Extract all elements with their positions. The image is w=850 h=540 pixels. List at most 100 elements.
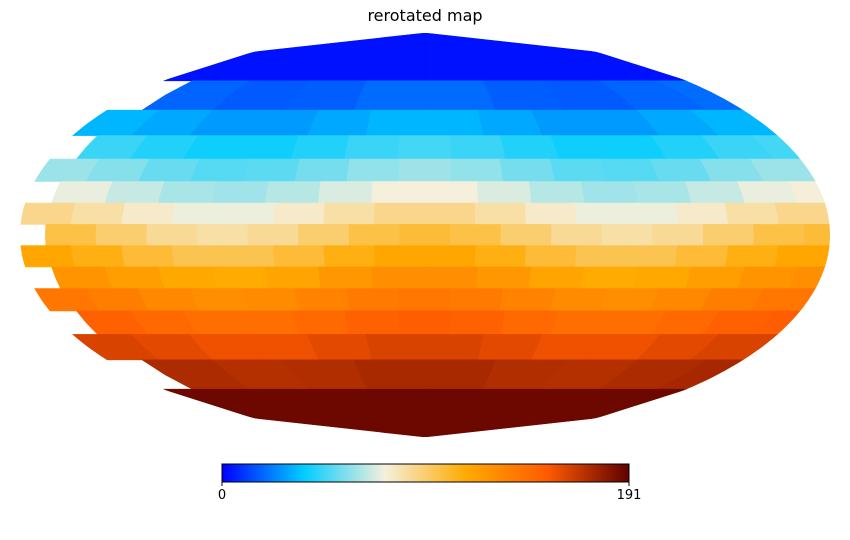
map-pixel: [399, 224, 451, 246]
map-pixel: [424, 266, 479, 289]
map-pixel: [344, 135, 401, 160]
map-pixel: [500, 224, 552, 246]
map-pixel: [163, 388, 426, 437]
map-pixel: [449, 135, 506, 160]
map-pixel: [348, 224, 401, 246]
map-pixel: [499, 158, 556, 182]
map-pixel: [51, 266, 114, 289]
map-pixel: [524, 202, 578, 225]
map-pixel: [424, 181, 479, 204]
map-pixel: [580, 181, 639, 204]
map-pixel: [624, 202, 679, 225]
map-pixel: [95, 224, 148, 246]
map-pixel: [449, 158, 504, 182]
map-pixel: [294, 288, 351, 312]
map-pixel: [171, 245, 226, 268]
map-pixel: [684, 266, 746, 289]
map-pixel: [138, 158, 201, 182]
map-pixel: [121, 202, 176, 225]
map-pixel: [51, 181, 114, 204]
map-pixel: [371, 181, 426, 204]
map-pixel: [476, 181, 532, 204]
map-pixel: [307, 109, 373, 136]
map-pixel: [196, 224, 249, 246]
map-pixel: [44, 224, 97, 246]
map-pixel: [736, 181, 799, 204]
map-pixel: [222, 202, 276, 225]
map-pixel: [449, 288, 504, 312]
map-pixel: [20, 245, 76, 268]
map-pixel: [323, 202, 376, 225]
map-pixel: [371, 266, 426, 289]
map-pixel: [158, 181, 218, 204]
map-pixel: [424, 388, 557, 437]
map-pixel: [499, 288, 556, 312]
map-pixel: [211, 181, 270, 204]
map-pixel: [424, 202, 476, 225]
map-pixel: [474, 245, 527, 268]
map-pixel: [236, 310, 300, 335]
map-pixel: [70, 202, 126, 225]
map-pixel: [346, 288, 401, 312]
map-pixel: [374, 245, 426, 268]
map-pixel: [684, 181, 746, 204]
map-pixel: [294, 158, 351, 182]
map-pixel: [264, 266, 322, 289]
map-pixel: [449, 224, 502, 246]
map-pixel: [500, 310, 560, 335]
map-pixel: [353, 80, 426, 111]
colorbar: [221, 463, 630, 483]
map-pixel: [549, 158, 608, 182]
map-pixel: [190, 158, 251, 182]
map-pixel: [307, 334, 373, 361]
map-pixel: [632, 181, 692, 204]
map-pixel: [344, 310, 401, 335]
map-pixel: [398, 158, 452, 182]
map-pixel: [323, 245, 376, 268]
map-pixel: [104, 181, 166, 204]
map-pixel: [211, 266, 270, 289]
map-pixel: [158, 266, 218, 289]
map-pixel: [580, 266, 639, 289]
map-pixel: [236, 135, 300, 160]
map-pixel: [449, 310, 506, 335]
map-pixel: [374, 202, 426, 225]
map-pixel: [574, 202, 628, 225]
map-pixel: [702, 224, 755, 246]
map-pixel: [803, 224, 830, 246]
map-pixel: [70, 245, 126, 268]
map-pixel: [264, 181, 322, 204]
map-cells: [20, 33, 830, 437]
colorbar-label-min: 0: [217, 488, 227, 503]
colorbar-label-max: 191: [616, 488, 642, 503]
map-pixel: [524, 245, 578, 268]
map-pixel: [652, 224, 704, 246]
map-pixel: [247, 224, 299, 246]
map-pixel: [242, 158, 301, 182]
map-pixel: [674, 202, 729, 225]
map-pixel: [551, 224, 603, 246]
map-pixel: [599, 158, 660, 182]
map-pixel: [190, 288, 251, 312]
map-pixel: [528, 181, 586, 204]
map-pixel: [346, 158, 401, 182]
map-pixel: [397, 310, 453, 335]
map-pixel: [632, 266, 692, 289]
map-pixel: [121, 245, 176, 268]
map-pixel: [724, 245, 780, 268]
map-pixel: [222, 245, 276, 268]
map-pixel: [293, 388, 426, 437]
map-pixel: [549, 288, 608, 312]
map-pixel: [365, 109, 426, 136]
map-pixel: [318, 266, 374, 289]
map-pixel: [624, 245, 679, 268]
map-pixel: [601, 224, 654, 246]
map-pixel: [290, 310, 350, 335]
map-pixel: [424, 245, 476, 268]
map-pixel: [20, 202, 76, 225]
map-pixel: [242, 288, 301, 312]
chart-title: rerotated map: [367, 6, 483, 25]
map-pixel: [272, 202, 326, 225]
